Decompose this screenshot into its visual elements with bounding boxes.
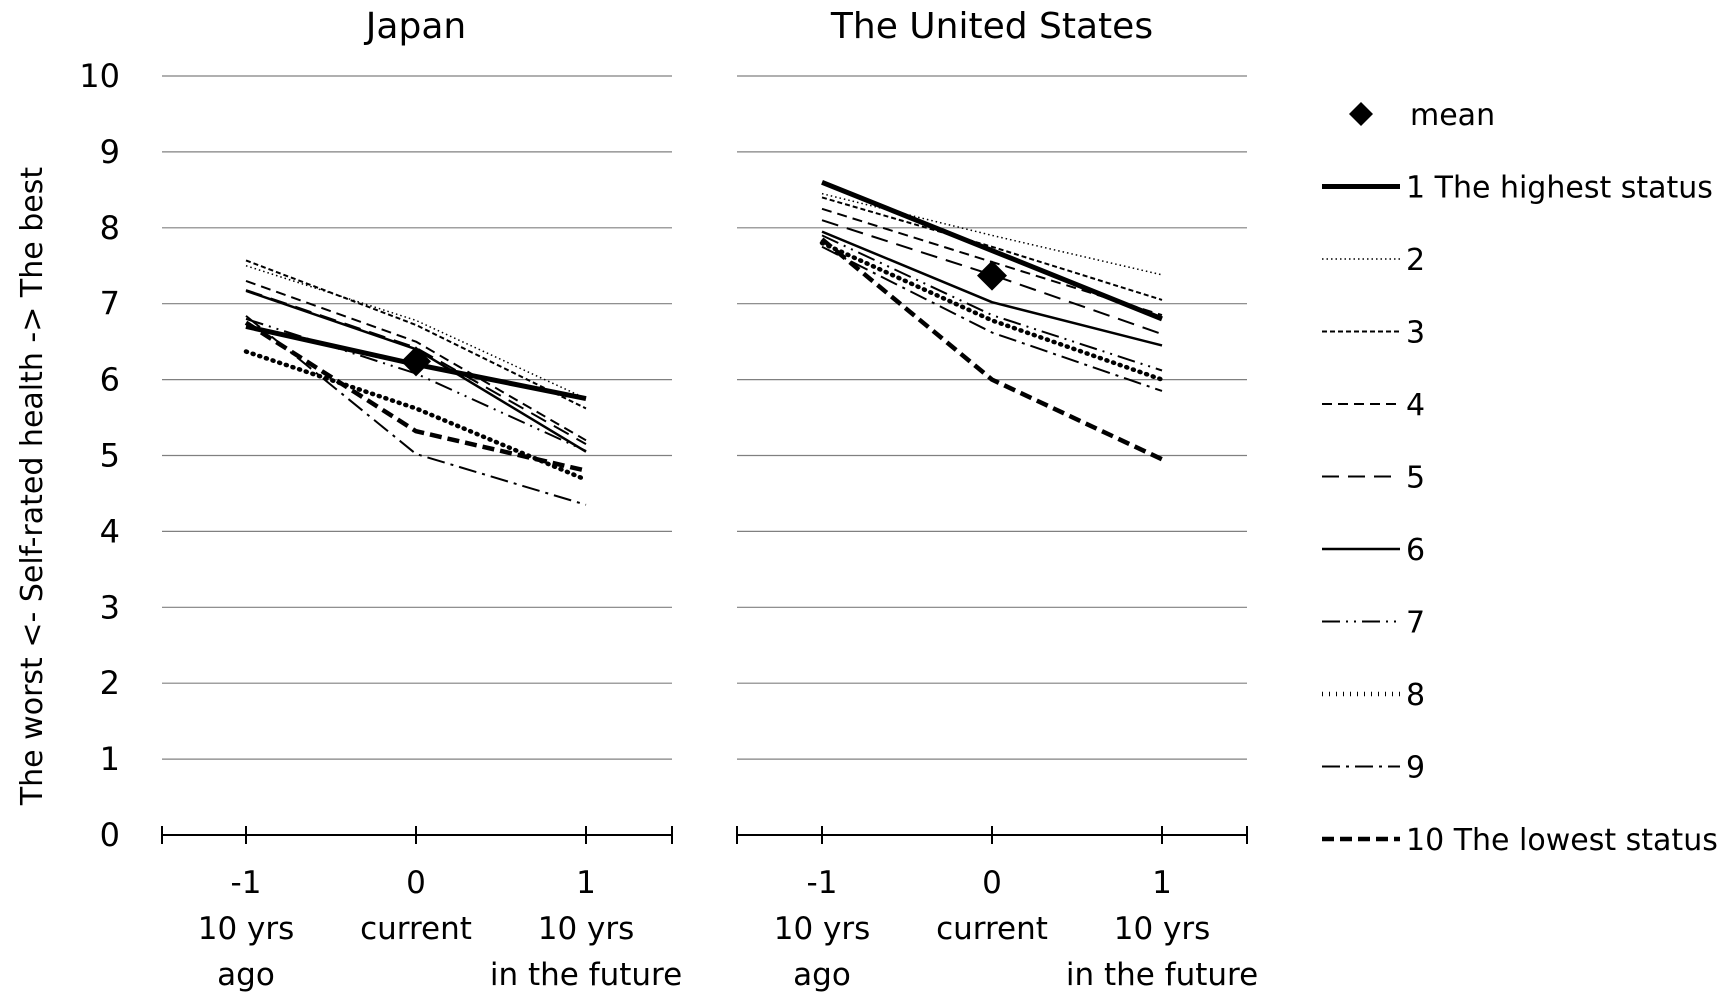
x-tick-label: ago (217, 957, 275, 993)
x-tick-label: in the future (1066, 957, 1258, 993)
series-line-3 (245, 259, 587, 410)
series-line-6 (821, 230, 1163, 347)
x-tick-label: 0 (982, 865, 1002, 901)
x-tick-label: 1 (1152, 865, 1172, 901)
legend-label: 8 (1406, 678, 1425, 713)
legend-item: mean (1349, 98, 1495, 133)
series-line-2 (245, 265, 587, 400)
legend-item: 9 (1322, 751, 1425, 786)
legend-label: 1 The highest status (1406, 171, 1713, 206)
series-line-10 (820, 237, 1163, 462)
series-line-4 (245, 279, 587, 442)
y-tick-label: 6 (100, 361, 120, 399)
x-tick-label: -1 (807, 865, 838, 901)
x-tick-label: 10 yrs (774, 911, 871, 947)
series-line-1 (821, 179, 1163, 322)
series-line-3 (821, 196, 1163, 301)
y-tick-label: 2 (100, 664, 120, 702)
series-line-10 (244, 320, 587, 473)
y-tick-label: 9 (100, 133, 120, 171)
legend-label: mean (1410, 98, 1495, 133)
x-tick-label: 0 (406, 865, 426, 901)
x-tick-label: -1 (231, 865, 262, 901)
series-line-8 (819, 240, 1165, 382)
y-tick-label: 5 (100, 437, 120, 475)
legend-diamond (1349, 102, 1373, 126)
legend-label: 2 (1406, 243, 1425, 278)
legend-label: 6 (1406, 533, 1425, 568)
legend-label: 9 (1406, 751, 1425, 786)
legend-item: 10 The lowest status (1322, 823, 1718, 858)
legend-item: 6 (1322, 533, 1425, 568)
y-tick-label: 7 (100, 285, 120, 323)
panel-0: Japan 0 1 2 3 4 5 6 7 8 9 10 -1 10 yrs ago 0 current 1 10 … (79, 6, 682, 993)
legend-label: 7 (1406, 606, 1425, 641)
mean-marker (977, 260, 1007, 291)
y-tick-label: 1 (100, 740, 120, 778)
mean-marker (401, 346, 431, 377)
legend-item: 2 (1322, 243, 1425, 278)
y-tick-label: 4 (100, 512, 120, 550)
legend-item: 8 (1322, 678, 1425, 713)
legend: mean 1 The highest status 2 3 4 5 6 7 8 9 10 The l… (1322, 98, 1718, 858)
panel-title: The United States (830, 6, 1153, 47)
series-line-5 (821, 219, 1163, 336)
legend-item: 7 (1322, 606, 1425, 641)
y-tick-label: 8 (100, 209, 120, 247)
x-tick-label: current (360, 911, 472, 947)
x-tick-label: ago (793, 957, 851, 993)
legend-item: 1 The highest status (1322, 171, 1713, 206)
y-tick-label: 0 (100, 816, 120, 854)
legend-label: 4 (1406, 388, 1425, 423)
series-line-9 (245, 315, 587, 506)
y-tick-label: 3 (100, 588, 120, 626)
legend-item: 4 (1322, 388, 1425, 423)
legend-label: 5 (1406, 461, 1425, 496)
x-tick-label: 10 yrs (1114, 911, 1211, 947)
legend-item: 5 (1322, 461, 1425, 496)
panel-1: The United States -1 10 yrs ago 0 current 1 10 … (736, 6, 1258, 993)
panel-title: Japan (364, 6, 466, 47)
legend-item: 3 (1322, 316, 1425, 351)
series-line-9 (821, 245, 1163, 392)
legend-label: 3 (1406, 316, 1425, 351)
y-tick-label: 10 (79, 57, 120, 95)
x-tick-label: 10 yrs (538, 911, 635, 947)
x-tick-label: current (936, 911, 1048, 947)
y-axis-label: The worst <- Self-rated health -> The be… (15, 167, 50, 807)
legend-label: 10 The lowest status (1406, 823, 1718, 858)
x-tick-label: 1 (576, 865, 596, 901)
x-tick-label: in the future (490, 957, 682, 993)
x-tick-label: 10 yrs (198, 911, 295, 947)
